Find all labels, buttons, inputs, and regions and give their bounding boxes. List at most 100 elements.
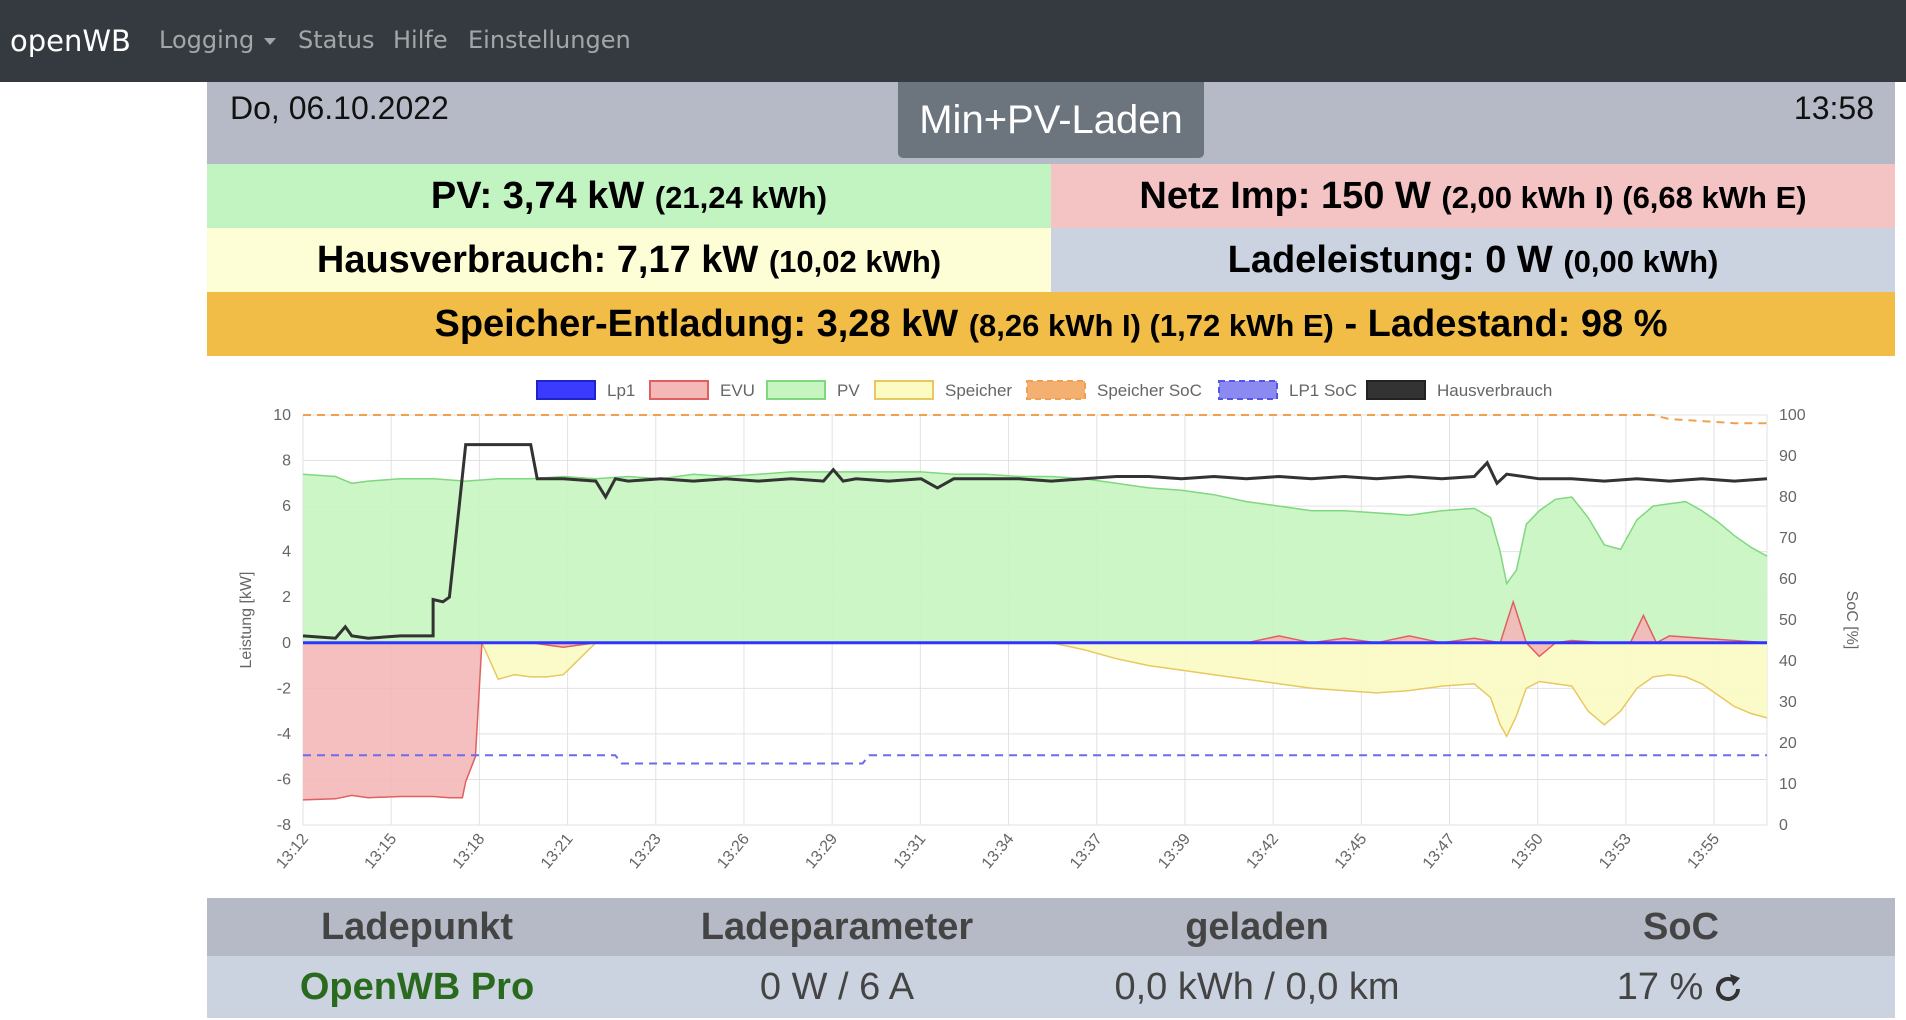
header-ladepunkt: Ladepunkt [320,906,514,948]
x-tick-label: 13:53 [1596,831,1635,873]
speicher-series-area [303,642,1767,737]
legend-swatch [1026,380,1086,400]
brand-logo[interactable]: openWB [10,24,131,58]
pv-series-area [303,471,1767,643]
legend-swatch [1366,380,1426,400]
battery-energy: (8,26 kWh I) (1,72 kWh E) [968,308,1334,343]
navbar: openWB Logging Status Hilfe Einstellunge… [0,0,1906,82]
house-summary: Hausverbrauch: 7,17 kW (10,02 kWh) [207,228,1051,292]
grid-summary: Netz Imp: 150 W (2,00 kWh I) (6,68 kWh E… [1051,164,1895,228]
y-tick-label: 2 [282,589,291,606]
y2-tick-label: 30 [1779,694,1797,711]
grid-power: Netz Imp: 150 W [1139,175,1431,217]
y-axis-label: Leistung [kW] [238,572,255,669]
table-header: Ladepunkt Ladeparameter geladen SoC [207,898,1895,956]
y-tick-label: 10 [273,407,291,424]
x-tick-label: 13:37 [1067,831,1106,873]
pv-energy: (21,24 kWh) [654,180,828,215]
nav-item-logging[interactable]: Logging [159,26,277,54]
battery-power: Speicher-Entladung: 3,28 kW [434,303,959,345]
nav-item-hilfe[interactable]: Hilfe [393,26,448,54]
speicher-soc-series [303,414,1767,425]
battery-summary: Speicher-Entladung: 3,28 kW (8,26 kWh I)… [207,292,1895,356]
lp1-soc-series [303,754,1767,765]
soc-cell: 17 % [1467,956,1895,1018]
house-power: Hausverbrauch: 7,17 kW [316,239,759,281]
y-tick-label: 8 [282,453,291,470]
current-time: 13:58 [1793,90,1874,126]
y-tick-label: -6 [277,771,291,788]
soc-value: 17 % [1616,966,1704,1008]
legend-swatch [766,380,826,400]
x-tick-label: 13:31 [891,831,930,873]
y-tick-label: 6 [282,498,291,515]
x-tick-label: 13:26 [714,831,753,873]
x-tick-label: 13:18 [450,831,489,873]
ladeparameter-value: 0 W / 6 A [759,966,915,1008]
y-tick-label: 0 [282,635,291,652]
geladen-value: 0,0 kWh / 0,0 km [1114,966,1400,1008]
y-tick-label: -2 [277,680,291,697]
x-tick-label: 13:15 [361,831,400,873]
y2-tick-label: 20 [1779,735,1797,752]
charge-energy: (0,00 kWh) [1563,244,1719,279]
legend-label: EVU [720,381,755,400]
pv-summary: PV: 3,74 kW (21,24 kWh) [207,164,1051,228]
x-tick-label: 13:45 [1332,831,1371,873]
x-tick-label: 13:55 [1684,831,1723,873]
y2-tick-label: 80 [1779,489,1797,506]
chevron-down-icon [264,37,277,45]
x-tick-label: 13:12 [273,831,312,873]
legend-label: LP1 SoC [1289,381,1357,400]
power-chart: 1086420-2-4-6-8100908070605040302010013:… [238,380,1860,873]
y2-tick-label: 0 [1779,817,1788,834]
legend-label: Hausverbrauch [1437,381,1552,400]
y2-tick-label: 60 [1779,571,1797,588]
house-energy: (10,02 kWh) [768,244,942,279]
y2-tick-label: 90 [1779,448,1797,465]
y2-tick-label: 70 [1779,530,1797,547]
legend-label: PV [837,381,860,400]
nav-item-status[interactable]: Status [298,26,375,54]
x-tick-label: 13:42 [1243,831,1282,873]
grid-energy: (2,00 kWh I) (6,68 kWh E) [1441,180,1807,215]
header-geladen: geladen [1185,906,1329,948]
x-tick-label: 13:34 [979,831,1018,873]
legend-swatch [649,380,709,400]
battery-level: - Ladestand: 98 % [1344,303,1668,345]
y2-tick-label: 40 [1779,653,1797,670]
y2-axis-label: SoC [%] [1843,591,1860,650]
charge-summary: Ladeleistung: 0 W (0,00 kWh) [1051,228,1895,292]
legend-label: Speicher SoC [1097,381,1202,400]
x-tick-label: 13:21 [538,831,577,873]
y-tick-label: -8 [277,817,291,834]
y-tick-label: 4 [282,544,291,561]
legend-swatch [1218,380,1278,400]
charge-mode-button[interactable]: Min+PV-Laden [898,82,1204,158]
x-tick-label: 13:50 [1508,831,1547,873]
legend-label: Lp1 [607,381,635,400]
legend-label: Speicher [945,381,1012,400]
ladepunkt-name[interactable]: OpenWB Pro [299,966,535,1008]
charge-power: Ladeleistung: 0 W [1227,239,1553,281]
pv-series-line [302,471,1768,586]
nav-item-einstellungen[interactable]: Einstellungen [468,26,631,54]
x-tick-label: 13:23 [626,831,665,873]
header-soc: SoC [1643,906,1719,948]
y2-tick-label: 100 [1779,407,1806,424]
x-tick-label: 13:39 [1155,831,1194,873]
table-row: OpenWB Pro 0 W / 6 A 0,0 kWh / 0,0 km 17… [207,956,1895,1018]
hausverbrauch-series [302,443,1768,640]
y-tick-label: -4 [277,726,291,743]
current-date: Do, 06.10.2022 [230,90,449,126]
y2-tick-label: 10 [1779,776,1797,793]
header-ladeparameter: Ladeparameter [700,906,974,948]
date-time-row: Do, 06.10.2022 13:58 Min+PV-Laden [207,82,1895,164]
nav-logging-label: Logging [159,26,255,54]
y2-tick-label: 50 [1779,612,1797,629]
reload-icon[interactable] [1711,972,1745,1006]
legend-swatch [536,380,596,400]
pv-power: PV: 3,74 kW [430,175,645,217]
legend-swatch [874,380,934,400]
x-tick-label: 13:47 [1420,831,1459,873]
